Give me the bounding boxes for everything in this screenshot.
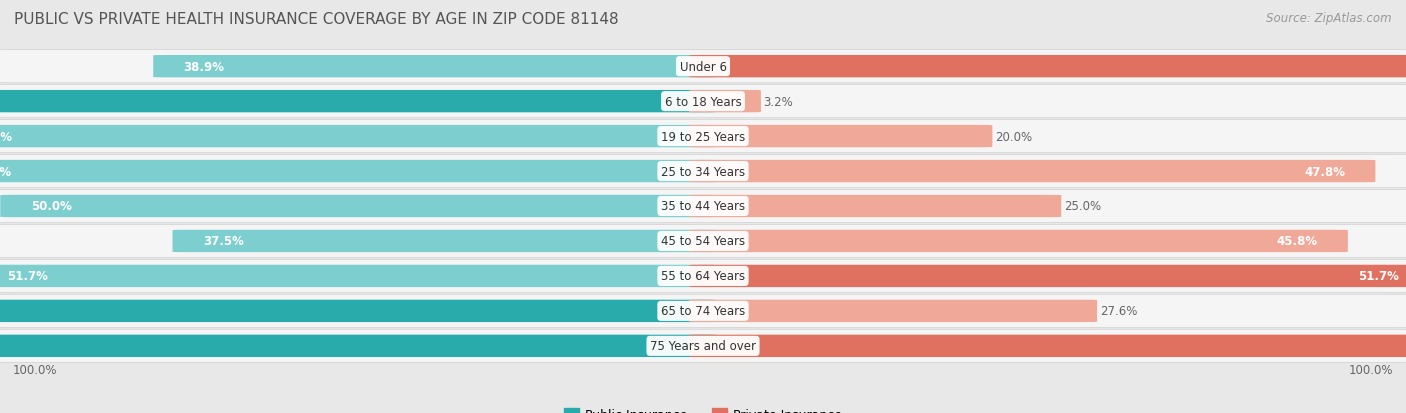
Text: 35 to 44 Years: 35 to 44 Years bbox=[661, 200, 745, 213]
Text: 38.9%: 38.9% bbox=[184, 61, 225, 74]
FancyBboxPatch shape bbox=[0, 91, 717, 113]
Text: 100.0%: 100.0% bbox=[1348, 363, 1393, 376]
Text: 47.8%: 47.8% bbox=[1305, 165, 1346, 178]
Text: 3.2%: 3.2% bbox=[763, 95, 793, 108]
Text: 50.0%: 50.0% bbox=[31, 200, 72, 213]
Text: 45 to 54 Years: 45 to 54 Years bbox=[661, 235, 745, 248]
Text: 37.5%: 37.5% bbox=[202, 235, 243, 248]
FancyBboxPatch shape bbox=[689, 335, 1406, 357]
Text: 45.8%: 45.8% bbox=[1277, 235, 1317, 248]
Text: 25.0%: 25.0% bbox=[1064, 200, 1101, 213]
FancyBboxPatch shape bbox=[0, 161, 717, 183]
FancyBboxPatch shape bbox=[0, 335, 717, 357]
FancyBboxPatch shape bbox=[0, 126, 717, 148]
Text: 55 to 64 Years: 55 to 64 Years bbox=[661, 270, 745, 283]
Text: 27.6%: 27.6% bbox=[1099, 305, 1137, 318]
FancyBboxPatch shape bbox=[0, 294, 1406, 328]
Text: 25 to 34 Years: 25 to 34 Years bbox=[661, 165, 745, 178]
FancyBboxPatch shape bbox=[689, 56, 1406, 78]
Text: 20.0%: 20.0% bbox=[995, 130, 1032, 143]
Text: 100.0%: 100.0% bbox=[13, 363, 58, 376]
FancyBboxPatch shape bbox=[0, 85, 1406, 119]
FancyBboxPatch shape bbox=[689, 161, 1375, 183]
FancyBboxPatch shape bbox=[173, 230, 717, 252]
Text: Source: ZipAtlas.com: Source: ZipAtlas.com bbox=[1267, 12, 1392, 25]
Text: Under 6: Under 6 bbox=[679, 61, 727, 74]
FancyBboxPatch shape bbox=[153, 56, 717, 78]
Text: PUBLIC VS PRIVATE HEALTH INSURANCE COVERAGE BY AGE IN ZIP CODE 81148: PUBLIC VS PRIVATE HEALTH INSURANCE COVER… bbox=[14, 12, 619, 27]
FancyBboxPatch shape bbox=[0, 190, 1406, 223]
Legend: Public Insurance, Private Insurance: Public Insurance, Private Insurance bbox=[558, 404, 848, 413]
FancyBboxPatch shape bbox=[0, 50, 1406, 83]
Text: 51.7%: 51.7% bbox=[1358, 270, 1399, 283]
FancyBboxPatch shape bbox=[0, 195, 717, 218]
FancyBboxPatch shape bbox=[689, 195, 1062, 218]
FancyBboxPatch shape bbox=[0, 300, 717, 322]
FancyBboxPatch shape bbox=[689, 265, 1406, 287]
Text: 51.7%: 51.7% bbox=[7, 270, 48, 283]
FancyBboxPatch shape bbox=[0, 265, 717, 287]
Text: 75 Years and over: 75 Years and over bbox=[650, 339, 756, 352]
Text: 6 to 18 Years: 6 to 18 Years bbox=[665, 95, 741, 108]
FancyBboxPatch shape bbox=[0, 330, 1406, 363]
Text: 54.3%: 54.3% bbox=[0, 130, 13, 143]
FancyBboxPatch shape bbox=[689, 300, 1097, 322]
Text: 65 to 74 Years: 65 to 74 Years bbox=[661, 305, 745, 318]
FancyBboxPatch shape bbox=[0, 225, 1406, 258]
FancyBboxPatch shape bbox=[0, 155, 1406, 188]
FancyBboxPatch shape bbox=[0, 260, 1406, 293]
FancyBboxPatch shape bbox=[689, 230, 1348, 252]
FancyBboxPatch shape bbox=[689, 126, 993, 148]
Text: 54.4%: 54.4% bbox=[0, 165, 11, 178]
Text: 19 to 25 Years: 19 to 25 Years bbox=[661, 130, 745, 143]
FancyBboxPatch shape bbox=[689, 91, 761, 113]
FancyBboxPatch shape bbox=[0, 120, 1406, 153]
